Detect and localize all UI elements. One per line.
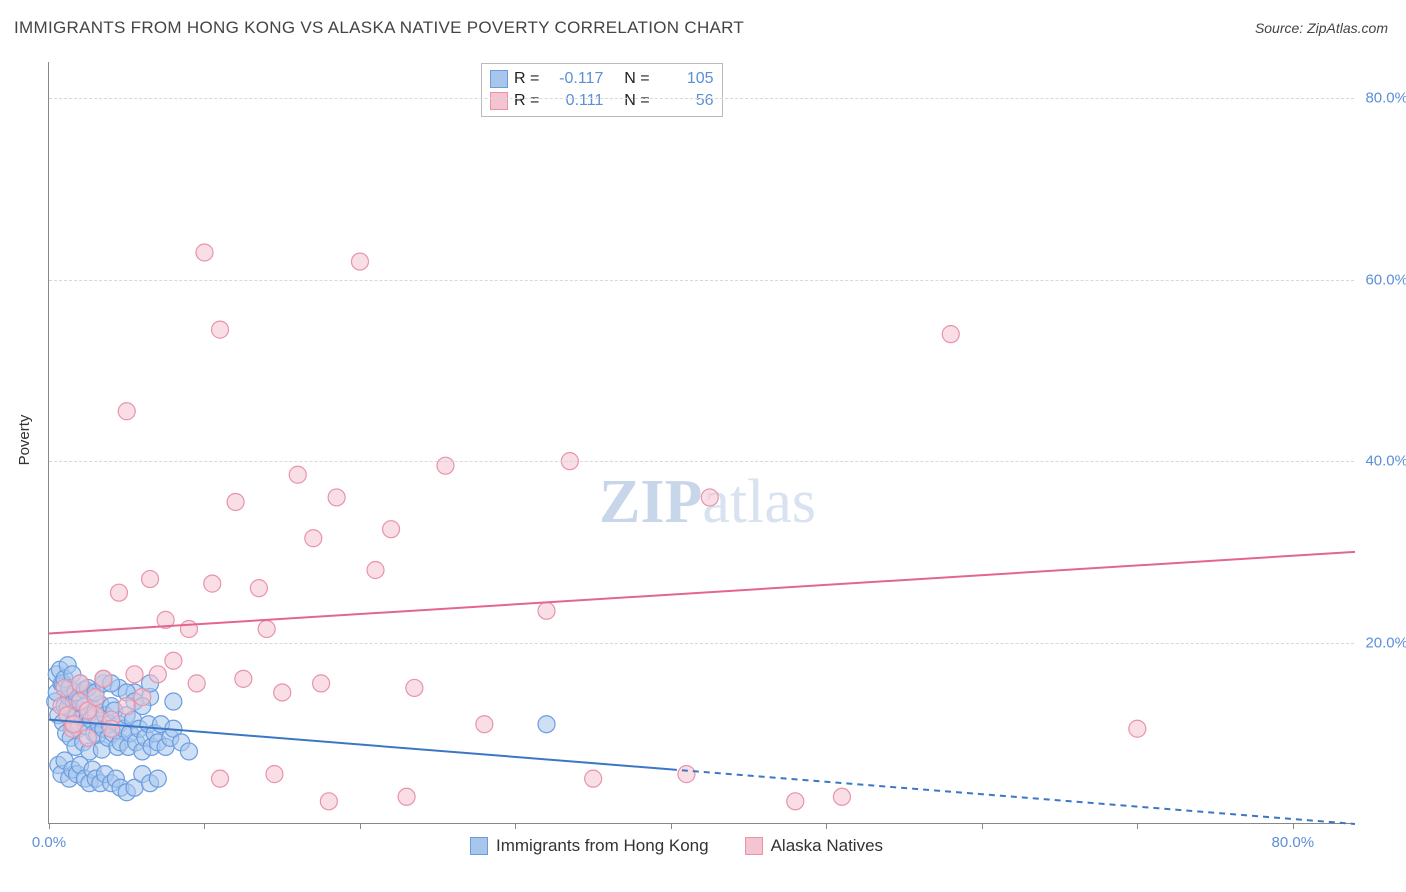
scatter-point-alaska [351, 253, 368, 270]
scatter-point-alaska [235, 670, 252, 687]
scatter-point-alaska [398, 788, 415, 805]
scatter-point-alaska [126, 666, 143, 683]
scatter-point-alaska [289, 466, 306, 483]
source-attribution: Source: ZipAtlas.com [1255, 20, 1388, 36]
x-tick [360, 823, 361, 829]
scatter-point-alaska [942, 326, 959, 343]
legend-item-alaska: Alaska Natives [745, 836, 883, 856]
scatter-point-alaska [56, 679, 73, 696]
gridline [49, 643, 1354, 644]
chart-title: IMMIGRANTS FROM HONG KONG VS ALASKA NATI… [14, 18, 744, 38]
scatter-point-alaska [95, 670, 112, 687]
legend-item-hongkong: Immigrants from Hong Kong [470, 836, 709, 856]
scatter-point-alaska [367, 562, 384, 579]
y-tick-label: 80.0% [1365, 90, 1406, 107]
plot-svg [49, 62, 1354, 823]
scatter-point-alaska [437, 457, 454, 474]
scatter-point-alaska [476, 716, 493, 733]
x-tick [204, 823, 205, 829]
scatter-point-alaska [79, 729, 96, 746]
y-tick-label: 40.0% [1365, 453, 1406, 470]
scatter-point-alaska [87, 689, 104, 706]
scatter-point-alaska [103, 720, 120, 737]
scatter-point-alaska [258, 620, 275, 637]
scatter-point-hongkong [538, 716, 555, 733]
scatter-point-alaska [266, 766, 283, 783]
gridline [49, 98, 1354, 99]
legend-label-hongkong: Immigrants from Hong Kong [496, 836, 709, 856]
scatter-point-alaska [250, 580, 267, 597]
swatch-hongkong-bottom [470, 837, 488, 855]
chart-container: IMMIGRANTS FROM HONG KONG VS ALASKA NATI… [0, 0, 1406, 892]
scatter-point-alaska [1129, 720, 1146, 737]
scatter-point-alaska [188, 675, 205, 692]
scatter-point-alaska [320, 793, 337, 810]
y-tick-label: 20.0% [1365, 634, 1406, 651]
scatter-point-alaska [212, 770, 229, 787]
scatter-point-alaska [142, 571, 159, 588]
scatter-point-alaska [118, 403, 135, 420]
x-tick [671, 823, 672, 829]
x-tick [826, 823, 827, 829]
scatter-point-alaska [833, 788, 850, 805]
scatter-point-alaska [149, 666, 166, 683]
scatter-point-hongkong [180, 743, 197, 760]
plot-area: ZIPatlas R = -0.117 N = 105 R = 0.111 N … [48, 62, 1354, 824]
scatter-point-alaska [406, 679, 423, 696]
x-tick [1293, 823, 1294, 829]
x-tick [982, 823, 983, 829]
scatter-point-alaska [134, 689, 151, 706]
gridline [49, 280, 1354, 281]
scatter-point-alaska [180, 620, 197, 637]
scatter-point-alaska [165, 652, 182, 669]
y-tick-label: 60.0% [1365, 271, 1406, 288]
scatter-point-alaska [72, 675, 89, 692]
scatter-point-alaska [787, 793, 804, 810]
x-tick-label: 80.0% [1272, 834, 1315, 851]
legend-label-alaska: Alaska Natives [771, 836, 883, 856]
scatter-point-alaska [701, 489, 718, 506]
scatter-point-alaska [212, 321, 229, 338]
scatter-point-alaska [65, 716, 82, 733]
scatter-point-alaska [227, 493, 244, 510]
scatter-point-alaska [538, 602, 555, 619]
gridline [49, 461, 1354, 462]
trendline-dashed-hongkong [671, 769, 1355, 824]
x-tick [49, 823, 50, 829]
trendline-alaska [49, 552, 1355, 634]
x-tick [515, 823, 516, 829]
swatch-alaska-bottom [745, 837, 763, 855]
scatter-point-hongkong [165, 693, 182, 710]
scatter-point-hongkong [149, 770, 166, 787]
scatter-point-alaska [196, 244, 213, 261]
scatter-point-alaska [305, 530, 322, 547]
series-legend: Immigrants from Hong Kong Alaska Natives [470, 836, 883, 856]
scatter-point-alaska [110, 584, 127, 601]
y-axis-label: Poverty [16, 415, 33, 466]
x-tick-label: 0.0% [32, 834, 66, 851]
scatter-point-alaska [383, 521, 400, 538]
scatter-point-alaska [118, 698, 135, 715]
scatter-point-alaska [585, 770, 602, 787]
x-tick [1137, 823, 1138, 829]
scatter-point-alaska [274, 684, 291, 701]
scatter-point-alaska [678, 766, 695, 783]
scatter-point-alaska [313, 675, 330, 692]
scatter-point-alaska [328, 489, 345, 506]
scatter-point-alaska [204, 575, 221, 592]
